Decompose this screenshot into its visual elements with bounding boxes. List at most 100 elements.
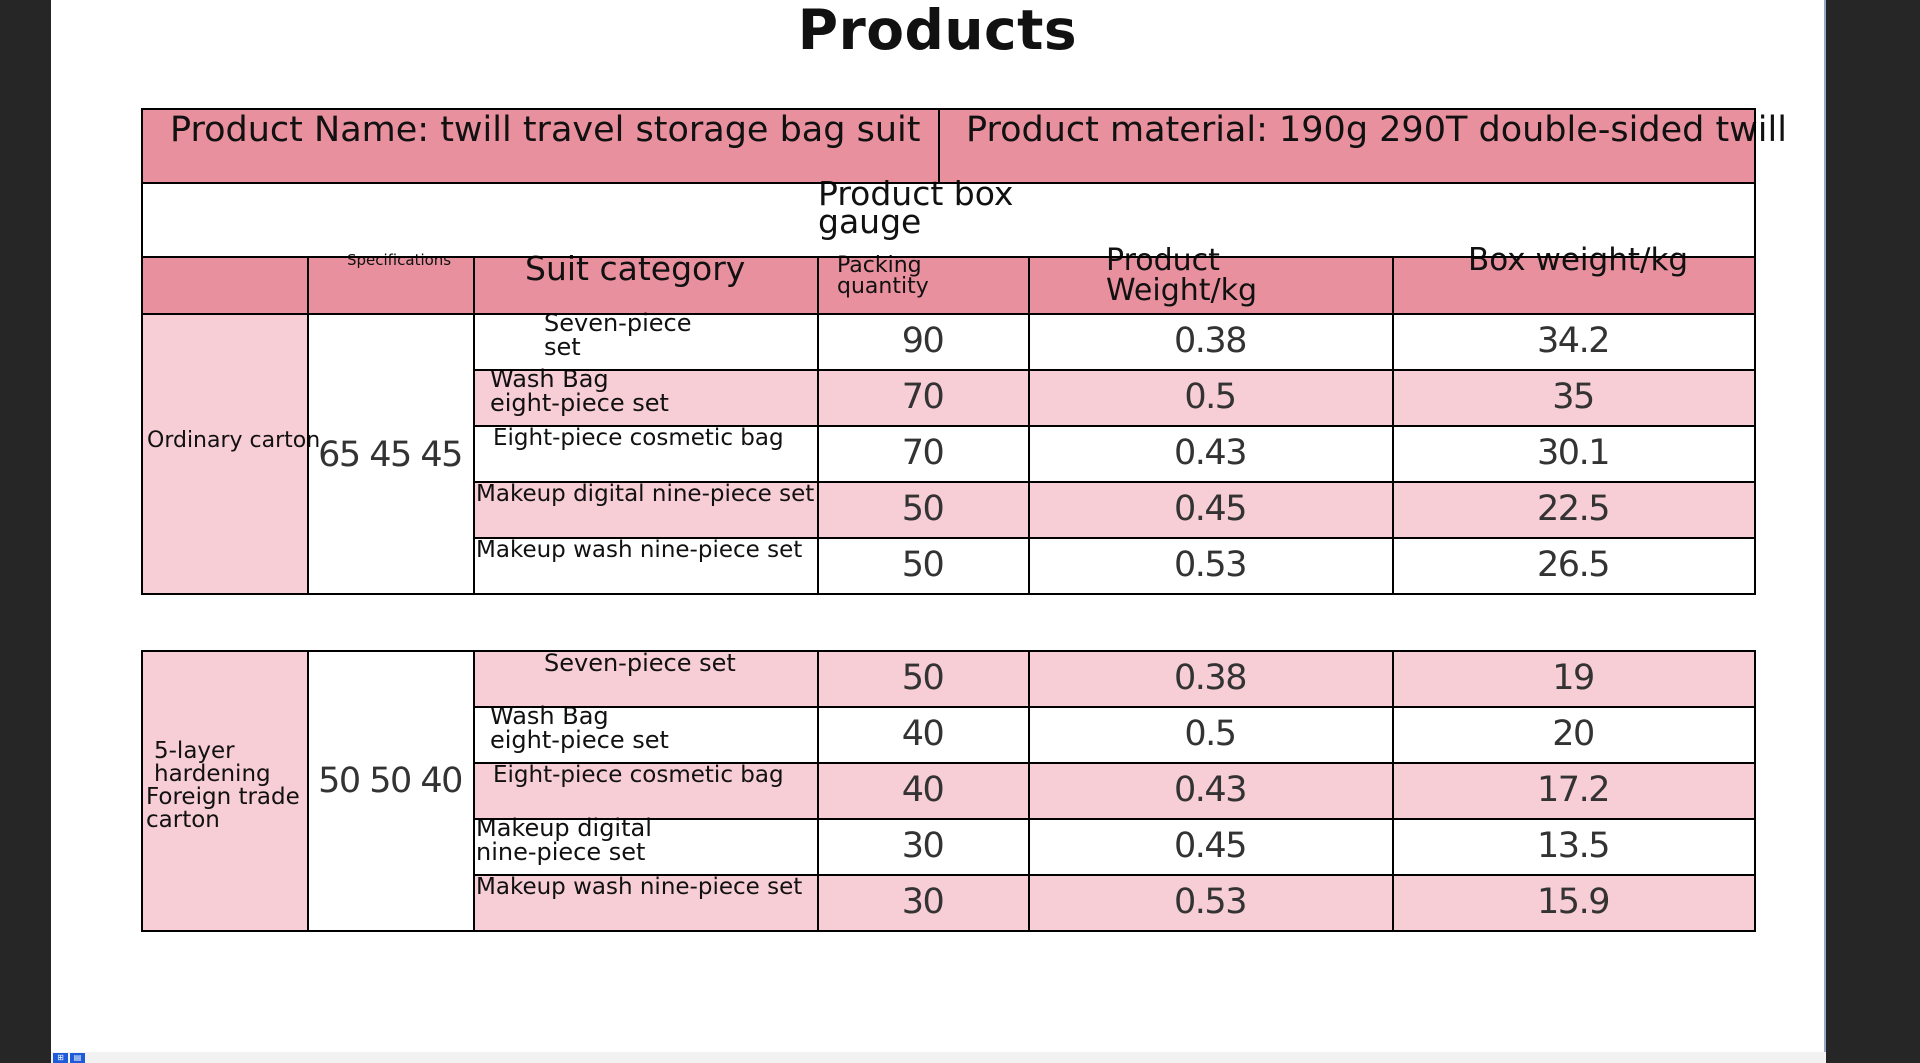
column-divider [1754, 650, 1756, 932]
packing-quantity-cell: 50 [901, 489, 945, 529]
group-bottom-border [141, 930, 1754, 932]
row-divider [473, 818, 1754, 820]
row-divider [473, 425, 1754, 427]
row-highlight [473, 874, 1754, 930]
product-weight-cell: 0.38 [1174, 658, 1247, 698]
suit-category-cell: Makeup wash nine-piece set [476, 874, 802, 900]
group-top-border [141, 313, 1754, 315]
box-weight-cell: 35 [1552, 377, 1595, 417]
suit-category-line: Eight-piece cosmetic bag [493, 762, 784, 788]
column-divider [307, 313, 309, 595]
box-weight-cell: 17.2 [1537, 770, 1610, 810]
column-header-band [141, 256, 1754, 313]
packing-quantity-cell: 90 [901, 321, 945, 361]
col-packing-quantity-line: Packing [837, 253, 922, 278]
row-divider [473, 481, 1754, 483]
row-divider [473, 369, 1754, 371]
column-header-divider [307, 256, 309, 315]
view-icon[interactable]: ⊞ [53, 1053, 68, 1063]
suit-category-line: Makeup digital nine-piece set [476, 481, 815, 507]
row-highlight [473, 650, 1754, 706]
product-weight-cell: 0.5 [1184, 377, 1237, 417]
suit-category-line: nine-piece set [476, 838, 646, 866]
document-page: Products Product Name: twill travel stor… [51, 0, 1826, 1052]
col-packing-quantity: Packing quantity [837, 253, 929, 298]
column-header-divider [817, 256, 819, 315]
suit-category-cell: Makeup digital nine-piece set [476, 816, 652, 864]
column-divider [817, 313, 819, 595]
page-title: Products [797, 0, 1078, 62]
column-header-divider [1028, 256, 1030, 315]
carton-type-line: Foreign trade [146, 784, 300, 810]
product-weight-cell: 0.5 [1184, 714, 1237, 754]
row-divider [473, 706, 1754, 708]
gauge-bottom-border [141, 256, 1754, 258]
grid-line [141, 108, 143, 315]
carton-cell [141, 650, 307, 930]
row-divider [473, 874, 1754, 876]
box-weight-cell: 20 [1552, 714, 1595, 754]
packing-quantity-cell: 50 [901, 545, 945, 585]
row-highlight [473, 369, 1754, 425]
product-weight-cell: 0.53 [1174, 545, 1247, 585]
column-divider [307, 650, 309, 932]
suit-category-line: Makeup wash nine-piece set [476, 537, 803, 563]
column-divider [141, 313, 143, 595]
col-product-weight-line: Weight/kg [1106, 273, 1258, 308]
product-name-line: Product Name: twill travel storage bag s… [170, 110, 921, 150]
carton-type-line: hardening [154, 761, 271, 787]
box-weight-cell: 34.2 [1537, 321, 1610, 361]
suit-category-line: Wash Bag [490, 365, 609, 393]
packing-quantity-cell: 70 [901, 433, 945, 473]
product-weight-cell: 0.43 [1174, 770, 1247, 810]
suit-category-line: Makeup digital [476, 814, 652, 842]
packing-quantity-cell: 50 [901, 658, 945, 698]
suit-category-line: Wash Bag [490, 702, 609, 730]
header-band [141, 108, 1754, 182]
suit-category-cell: Seven-piece set [544, 649, 736, 678]
packing-quantity-cell: 30 [901, 882, 945, 922]
column-divider [1754, 313, 1756, 595]
specification-dims: 65 45 45 [318, 435, 463, 475]
column-header-divider [473, 256, 475, 315]
grid-line [1754, 108, 1756, 315]
col-box-weight: Box weight/kg [1468, 244, 1688, 277]
suit-category-line: Seven-piece set [544, 649, 736, 677]
col-box-weight-line: Box weight/kg [1468, 242, 1689, 278]
suit-category-cell: Wash Bag eight-piece set [490, 704, 669, 752]
suit-category-line: eight-piece set [490, 726, 669, 754]
suit-category-cell: Makeup wash nine-piece set [476, 537, 802, 563]
product-weight-cell: 0.45 [1174, 489, 1247, 529]
row-divider [473, 762, 1754, 764]
row-divider [473, 537, 1754, 539]
carton-type: Ordinary carton [147, 430, 320, 452]
product-weight-cell: 0.38 [1174, 321, 1247, 361]
column-divider [473, 650, 475, 932]
packing-quantity-cell: 30 [901, 826, 945, 866]
status-bar [51, 1052, 1826, 1063]
specification-dims: 50 50 40 [318, 761, 463, 801]
column-header-divider [1392, 256, 1394, 315]
product-material: Product material: 190g 290T double-sided… [966, 112, 1787, 149]
suit-category-cell: Wash Bag eight-piece set [490, 367, 669, 415]
col-product-weight: Product Weight/kg [1106, 246, 1257, 306]
box-weight-cell: 15.9 [1537, 882, 1610, 922]
product-weight-cell: 0.53 [1174, 882, 1247, 922]
carton-cell [141, 313, 307, 593]
layout-icon[interactable]: ▤ [70, 1053, 85, 1063]
box-weight-cell: 30.1 [1537, 433, 1610, 473]
group-bottom-border [141, 593, 1754, 595]
box-weight-cell: 26.5 [1537, 545, 1610, 585]
carton-type-line: 5-layer [154, 738, 235, 764]
group-top-border [141, 650, 1754, 652]
box-gauge-label-line: gauge [818, 202, 922, 242]
header-top-border [141, 108, 1754, 110]
suit-category-cell: Eight-piece cosmetic bag [493, 425, 784, 451]
suit-category-line: Makeup wash nine-piece set [476, 874, 803, 900]
suit-category-line: set [544, 333, 581, 361]
box-weight-cell: 19 [1552, 658, 1595, 698]
product-material-line: Product material: 190g 290T double-sided… [966, 110, 1787, 150]
header-split [938, 108, 940, 184]
suit-category-cell: Eight-piece cosmetic bag [493, 762, 784, 788]
product-weight-cell: 0.45 [1174, 826, 1247, 866]
